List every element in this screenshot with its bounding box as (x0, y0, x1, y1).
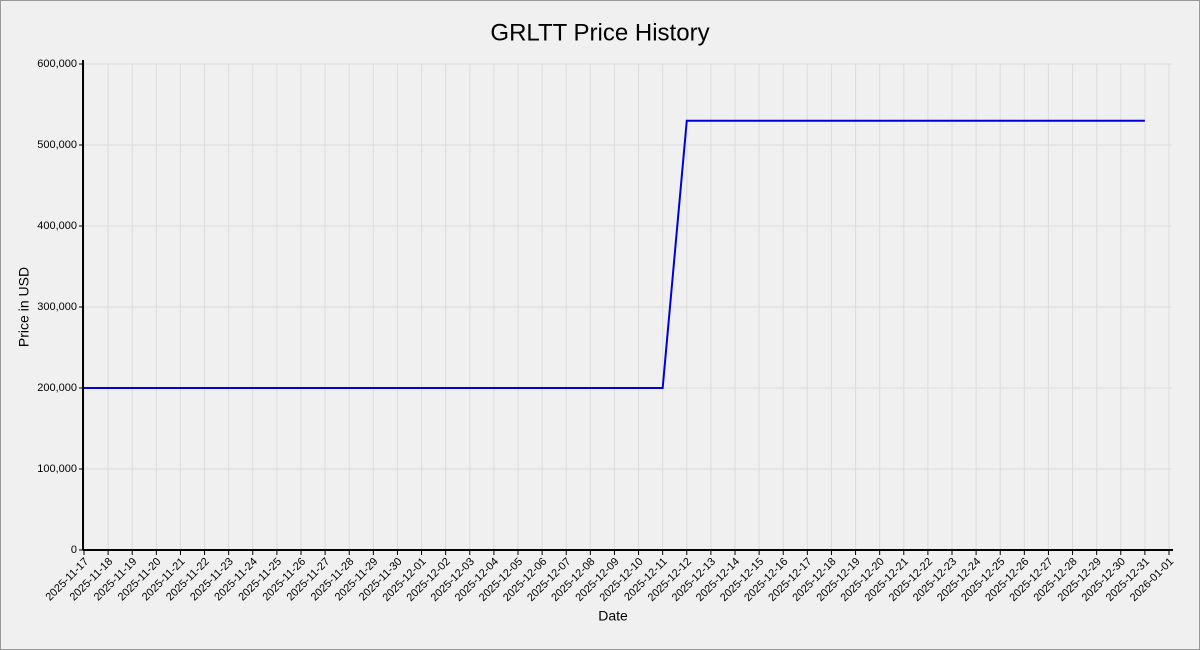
line (84, 119, 1145, 389)
y-tick-label: 600,000 (37, 58, 77, 70)
y-tick-label: 100,000 (37, 463, 77, 475)
y-axis-label: Price in USD (16, 267, 32, 347)
y-tick-label: 200,000 (37, 382, 77, 394)
y-tick-label: 500,000 (37, 139, 77, 151)
x-axis-label: Date (598, 608, 628, 624)
y-tick-label: 300,000 (37, 301, 77, 313)
chart-title: GRLTT Price History (490, 19, 709, 46)
y-tick-label: 400,000 (37, 220, 77, 232)
y-tick-label: 0 (71, 544, 77, 556)
